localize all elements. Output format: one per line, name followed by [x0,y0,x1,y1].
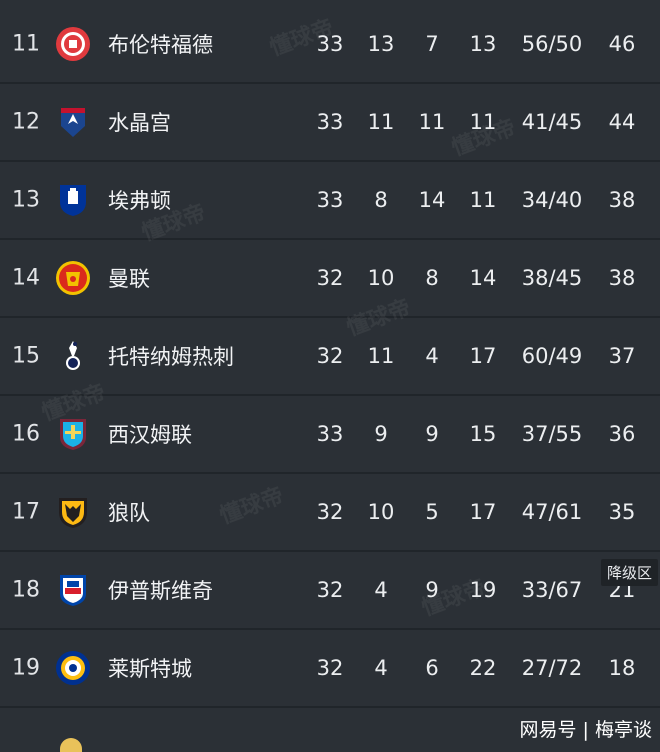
team-name: 莱斯特城 [108,657,192,681]
team-name: 埃弗顿 [108,189,171,213]
rank: 12 [12,109,40,135]
wins: 9 [374,422,388,446]
source-credit: 网易号 | 梅亭谈 [519,719,652,741]
goals: 27/72 [521,656,583,680]
played: 32 [316,344,344,368]
table-row[interactable]: 16 西汉姆联 33 9 9 15 37/55 36 [0,396,660,474]
man-utd-logo-icon [55,260,91,296]
rank: 13 [12,187,40,213]
table-row[interactable]: 17 狼队 32 10 5 17 47/61 35 [0,474,660,552]
team-name: 西汉姆联 [108,423,192,447]
played: 33 [316,422,344,446]
west-ham-logo-icon [55,416,91,452]
rank: 15 [12,343,40,369]
losses: 11 [469,110,497,134]
played: 33 [316,188,344,212]
rank: 14 [12,265,40,291]
rank: 16 [12,421,40,447]
wins: 11 [367,344,395,368]
standings-table: 11 布伦特福德 33 13 7 13 56/50 46 12 水晶宫 33 1… [0,6,660,708]
wolves-logo-icon [55,494,91,530]
points: 44 [608,110,636,134]
played: 32 [316,656,344,680]
losses: 13 [469,32,497,56]
tottenham-logo-icon [55,338,91,374]
losses: 22 [469,656,497,680]
wins: 13 [367,32,395,56]
points: 37 [608,344,636,368]
goals: 60/49 [521,344,583,368]
table-row[interactable]: 15 托特纳姆热刺 32 11 4 17 60/49 37 [0,318,660,396]
team-name: 布伦特福德 [108,33,213,57]
wins: 10 [367,266,395,290]
goals: 47/61 [521,500,583,524]
draws: 9 [425,422,439,446]
draws: 4 [425,344,439,368]
wins: 11 [367,110,395,134]
goals: 41/45 [521,110,583,134]
goals: 33/67 [521,578,583,602]
losses: 11 [469,188,497,212]
losses: 17 [469,500,497,524]
rank: 17 [12,499,40,525]
rank: 19 [12,655,40,681]
draws: 6 [425,656,439,680]
relegation-zone-badge: 降级区 [600,559,658,586]
table-row[interactable]: 12 水晶宫 33 11 11 11 41/45 44 [0,84,660,162]
points: 38 [608,266,636,290]
goals: 56/50 [521,32,583,56]
losses: 17 [469,344,497,368]
leicester-logo-icon [55,650,91,686]
goals: 38/45 [521,266,583,290]
points: 36 [608,422,636,446]
played: 32 [316,266,344,290]
draws: 11 [418,110,446,134]
draws: 7 [425,32,439,56]
goals: 37/55 [521,422,583,446]
table-row[interactable]: 18 伊普斯维奇 32 4 9 19 33/67 21 [0,552,660,630]
points: 46 [608,32,636,56]
wins: 4 [374,578,388,602]
everton-logo-icon [55,182,91,218]
goals: 34/40 [521,188,583,212]
played: 33 [316,110,344,134]
brentford-logo-icon [55,26,91,62]
team-name: 水晶宫 [108,111,171,135]
wins: 4 [374,656,388,680]
partial-logo-icon [60,738,82,752]
team-name: 曼联 [108,267,150,291]
losses: 14 [469,266,497,290]
team-name: 伊普斯维奇 [108,579,213,603]
crystal-palace-logo-icon [55,104,91,140]
table-row[interactable]: 13 埃弗顿 33 8 14 11 34/40 38 [0,162,660,240]
table-row[interactable]: 11 布伦特福德 33 13 7 13 56/50 46 [0,6,660,84]
played: 32 [316,500,344,524]
draws: 14 [418,188,446,212]
points: 35 [608,500,636,524]
draws: 9 [425,578,439,602]
wins: 10 [367,500,395,524]
losses: 19 [469,578,497,602]
team-name: 狼队 [108,501,150,525]
table-row[interactable]: 14 曼联 32 10 8 14 38/45 38 [0,240,660,318]
played: 33 [316,32,344,56]
losses: 15 [469,422,497,446]
points: 38 [608,188,636,212]
played: 32 [316,578,344,602]
team-name: 托特纳姆热刺 [108,345,234,369]
draws: 5 [425,500,439,524]
wins: 8 [374,188,388,212]
ipswich-logo-icon [55,572,91,608]
rank: 11 [12,31,40,57]
draws: 8 [425,266,439,290]
points: 18 [608,656,636,680]
table-row[interactable]: 19 莱斯特城 32 4 6 22 27/72 18 [0,630,660,708]
rank: 18 [12,577,40,603]
